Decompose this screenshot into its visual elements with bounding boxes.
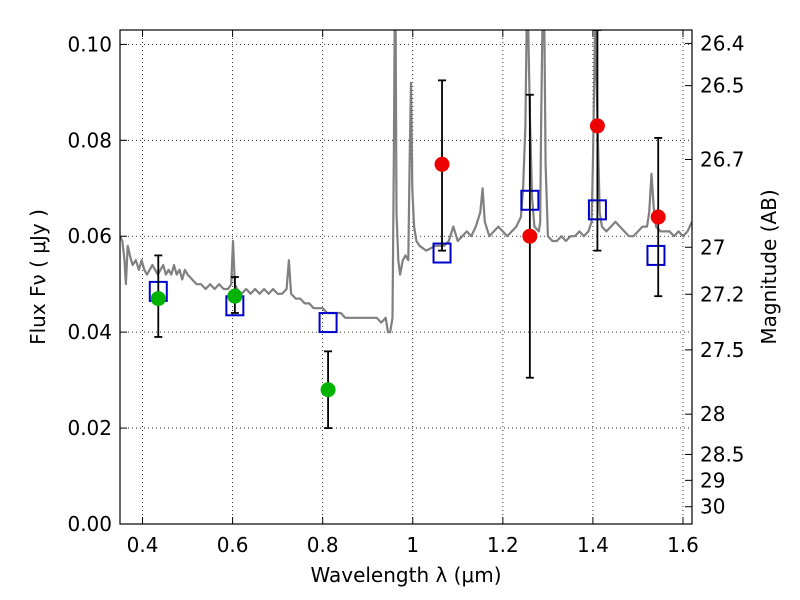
model-square-marker [318,312,338,334]
x-tick-label: 1 [406,533,419,557]
y2-tick-label: 27.2 [700,282,745,306]
x-tick-label: 1.4 [577,533,609,557]
y-tick-label: 0.04 [67,320,112,344]
y2-tick-label: 27.5 [700,338,745,362]
spectrum-line [120,30,692,334]
y2-tick-label: 28.5 [700,442,745,466]
y-tick-label: 0.06 [67,224,112,248]
y2-tick-label: 30 [700,495,725,519]
y-tick-label: 0.00 [67,512,112,536]
model-square-marker [646,244,666,266]
y2-tick-label: 26.7 [700,147,745,171]
observed-flux-point [320,382,336,398]
grid [120,30,692,524]
y-tick-label: 0.10 [67,32,112,56]
tick-labels: 0.4 0.6 0.8 1 1.2 1.4 1.6 0.00 0.02 0.04 0.06 0.08 0… [67,31,744,557]
x-tick-label: 0.4 [127,533,159,557]
x-tick-label: 1.2 [487,533,519,557]
axes-frame [119,29,693,525]
y2-tick-label: 29 [700,468,725,492]
y2-tick-label: 28 [700,402,725,426]
y-tick-label: 0.08 [67,128,112,152]
observed-flux-point [227,288,243,304]
observed-flux-point [589,118,605,134]
x-tick-label: 0.8 [307,533,339,557]
x-tick-label: 1.6 [667,533,699,557]
y2-tick-label: 26.5 [700,74,745,98]
tick-marks [120,30,692,525]
x-tick-label: 0.6 [217,533,249,557]
observed-flux-point [650,209,666,225]
y2-tick-label: 27 [700,235,725,259]
plot-area [120,30,692,429]
observed-flux-point [150,291,166,307]
observed-flux-point [522,228,538,244]
y-tick-label: 0.02 [67,416,112,440]
y2-axis-label: Magnitude (AB) [757,189,781,344]
y-axis-label: Flux Fν ( μJy ) [26,209,50,345]
observed-flux-point [434,156,450,172]
y2-tick-label: 26.4 [700,31,745,55]
x-axis-label: Wavelength λ (μm) [310,563,501,587]
